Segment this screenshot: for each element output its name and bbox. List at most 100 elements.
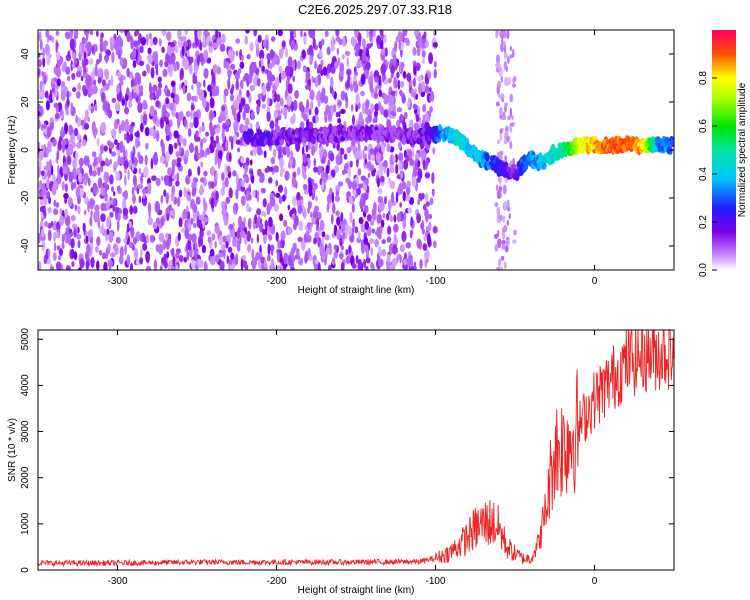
spectrogram-noise-cell [336,48,340,56]
spectrogram-noise-cell [319,219,325,231]
spectrogram-noise-cell [378,89,383,98]
y-tick-label: 2000 [20,466,31,489]
spectrogram-noise-cell [83,51,87,60]
snr-x-label: Height of straight line (km) [298,585,415,596]
spectrogram-noise-cell [133,236,138,245]
spectrogram-noise-cell [333,165,339,174]
spectrogram-noise-cell [124,174,127,187]
spectrogram-noise-cell [228,258,233,266]
spectrogram-noise-cell [298,220,304,231]
spectrogram-noise-cell [251,257,257,268]
spectrogram-noise-cell [364,106,369,115]
y-tick-label: 1000 [20,512,31,535]
spectrogram-noise-cell [504,45,506,54]
spectrogram-noise-cell [424,40,429,48]
spectrogram-noise-cell [432,147,436,155]
spectrogram-noise-cell [414,108,418,115]
spectrogram-noise-cell [311,216,316,224]
spectrogram-noise-cell [173,63,178,72]
spectrogram-noise-cell [364,177,369,186]
spectrogram-noise-cell [61,165,68,175]
spectrogram-noise-cell [349,160,353,168]
spectrogram-noise-cell [48,196,52,205]
spectrogram-noise-cell [237,111,241,123]
spectrogram-noise-cell [70,181,74,191]
spectrogram-noise-cell [197,54,200,66]
spectrogram-noise-cell [139,257,144,265]
x-tick-label: 0 [592,576,598,587]
spectrogram-noise-cell [495,62,500,68]
spectrogram-noise-cell [387,210,391,216]
spectrogram-noise-cell [227,69,232,76]
spectrogram-noise-cell [50,266,55,270]
spectrogram-noise-cell [393,76,397,89]
spectrogram-noise-cell [265,39,269,51]
spectrogram-noise-cell [90,199,96,207]
spectrogram-noise-cell [364,205,369,213]
spectrogram-noise-cell [242,125,248,131]
spectrogram-noise-cell [412,103,418,110]
spectrogram-noise-cell [183,118,187,127]
spectrogram-noise-cell [270,258,275,270]
spectrogram-noise-cell [140,174,144,185]
spectrogram-noise-cell [237,68,242,74]
spectrogram-noise-cell [409,257,413,269]
spectrogram-noise-cell [240,156,245,164]
spectrogram-noise-cell [56,78,61,87]
spectrogram-noise-cell [274,121,279,129]
spectrogram-noise-cell [351,180,358,191]
spectrogram-noise-cell [394,40,398,52]
spectrogram-noise-cell [395,89,398,97]
spectrogram-noise-cell [79,45,82,55]
spectrogram-noise-cell [423,235,427,242]
spectrogram-noise-cell [391,257,398,267]
spectrogram-noise-cell [305,144,309,153]
spectrogram-noise-cell [95,30,99,37]
spectrogram-noise-cell [283,252,288,265]
spectrogram-noise-cell [64,183,68,192]
spectrogram-noise-cell [176,172,180,182]
spectrogram-noise-cell [65,265,71,270]
spectrogram-noise-cell [190,259,196,270]
spectrogram-noise-cell [358,230,361,241]
spectrogram-noise-cell [357,153,363,160]
spectrogram-noise-cell [145,142,149,150]
snr-frame [37,329,675,571]
spectrogram-noise-cell [346,68,352,77]
spectrogram-noise-cell [102,40,109,47]
spectrogram-noise-cell [416,213,421,224]
spectrogram-noise-cell [505,52,508,59]
spectrogram-noise-cell [259,244,262,255]
spectrogram-noise-cell [366,43,372,50]
spectrogram-noise-cell [69,30,74,38]
spectrogram-noise-cell [116,220,120,232]
spectrogram-noise-cell [500,255,505,261]
spectrogram-noise-cell [144,154,148,166]
spectrogram-noise-cell [280,230,286,241]
spectrogram-noise-cell [365,99,370,109]
spectrogram-noise-cell [417,35,423,47]
spectrogram-noise-cell [116,35,122,47]
spectrogram-noise-cell [415,93,419,100]
spectrogram-noise-cell [350,83,354,92]
spectrogram-noise-cell [389,215,393,223]
spectrogram-noise-cell [132,59,137,69]
spectrogram-noise-cell [79,258,85,269]
spectrogram-noise-cell [225,61,230,70]
spectrogram-noise-cell [247,244,252,253]
spectrogram-noise-cell [191,187,196,197]
spectrogram-noise-cell [332,142,336,149]
spectrogram-noise-cell [350,104,354,112]
spectrogram-noise-cell [392,243,398,255]
spectrogram-noise-cell [268,62,273,70]
spectrogram-noise-cell [105,247,109,260]
spectrogram-noise-cell [255,67,260,76]
spectrogram-noise-cell [275,102,281,112]
spectrogram-noise-cell [216,37,222,46]
spectrogram-noise-cell [128,100,133,108]
spectrogram-noise-cell [162,239,167,251]
spectrogram-noise-cell [237,228,240,240]
spectrogram-noise-cell [369,148,375,155]
spectrogram-noise-cell [380,219,385,228]
spectrogram-noise-cell [77,205,81,215]
